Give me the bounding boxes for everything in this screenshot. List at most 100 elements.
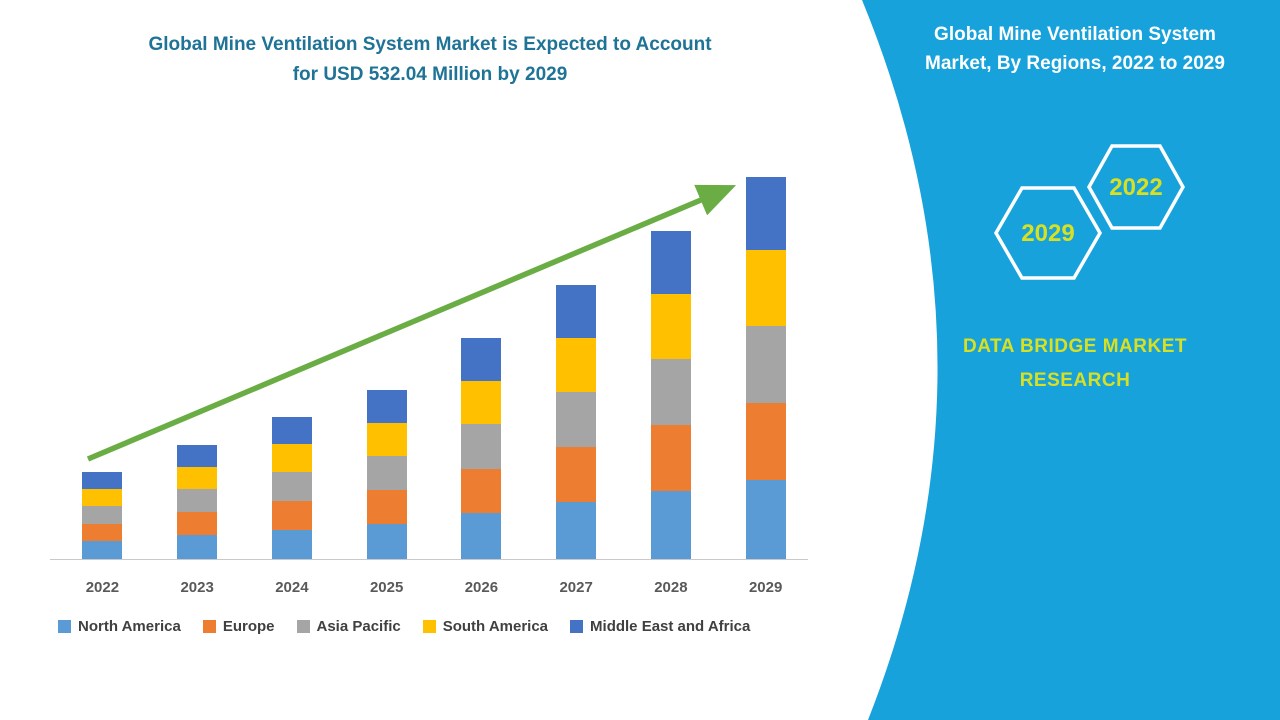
bar-column-2029 <box>718 174 813 559</box>
segment-2026-europe <box>461 468 502 514</box>
legend-item-europe: Europe <box>202 618 275 635</box>
segment-2028-europe <box>650 424 691 491</box>
segment-2024-asia-pacific <box>271 472 312 501</box>
hexagon-2022-label: 2022 <box>1109 174 1162 201</box>
segment-2028-middle-east-and-africa <box>650 230 691 295</box>
segment-2022-middle-east-and-africa <box>82 472 123 489</box>
segment-2027-asia-pacific <box>556 391 597 447</box>
segment-2029-north-america <box>745 480 786 559</box>
legend-label: Middle East and Africa <box>590 618 751 635</box>
segment-2024-europe <box>271 500 312 530</box>
segment-2025-europe <box>366 490 407 524</box>
segment-2023-europe <box>177 512 218 536</box>
brand-line2: RESEARCH <box>1019 370 1131 392</box>
segment-2026-asia-pacific <box>461 424 502 469</box>
legend-swatch <box>202 620 216 633</box>
hexagon-2029-label: 2029 <box>1021 220 1074 247</box>
stacked-bar-chart: 2022 2023 2024 2025 2026 2027 2028 2029 <box>50 152 813 612</box>
stacked-bar-2026 <box>461 337 502 559</box>
segment-2029-asia-pacific <box>745 325 786 404</box>
x-axis-label-2027: 2027 <box>559 579 593 596</box>
legend-label: South America <box>442 618 549 635</box>
bar-column-2027 <box>529 174 624 559</box>
bar-column-2026 <box>434 174 529 559</box>
legend-swatch <box>422 620 436 633</box>
bar-column-2023 <box>150 174 245 559</box>
legend-swatch <box>296 620 310 633</box>
segment-2026-south-america <box>461 380 502 425</box>
blue-panel-path <box>862 0 1280 720</box>
x-axis-label-2022: 2022 <box>85 579 120 596</box>
brand-line1: DATA BRIDGE MARKET <box>963 336 1187 357</box>
legend-swatch <box>58 620 71 633</box>
segment-2024-north-america <box>271 529 312 559</box>
x-axis-label-2023: 2023 <box>180 579 214 596</box>
segment-2028-north-america <box>650 490 691 559</box>
stacked-bar-2022 <box>82 472 123 559</box>
bars-row <box>55 174 813 559</box>
hexagon-2022-outline <box>1086 144 1186 230</box>
x-axis-line <box>50 559 808 560</box>
segment-2025-south-america <box>366 422 407 456</box>
segment-2022-south-america <box>82 488 123 506</box>
chart-title-line2: for USD 532.04 Million by 2029 <box>292 64 568 86</box>
segment-2024-south-america <box>271 444 312 473</box>
legend-item-middle-east-and-africa: Middle East and Africa <box>570 618 750 635</box>
segment-2022-north-america <box>82 541 123 559</box>
bar-column-2028 <box>624 174 719 559</box>
segment-2025-asia-pacific <box>366 455 407 491</box>
segment-2028-asia-pacific <box>650 358 691 425</box>
year-hexagons: 2029 2022 <box>993 144 1186 280</box>
legend-label: Asia Pacific <box>316 618 401 635</box>
x-axis-labels: 2022 2023 2024 2025 2026 2027 2028 2029 <box>55 579 813 596</box>
x-axis-label-2029: 2029 <box>748 579 783 596</box>
segment-2023-south-america <box>177 467 218 490</box>
bar-column-2025 <box>339 174 434 559</box>
hexagon-2029-outline <box>993 186 1103 280</box>
segment-2025-north-america <box>366 523 407 559</box>
legend-swatch <box>570 620 584 633</box>
stacked-bar-2023 <box>177 444 218 559</box>
chart-title-line1: Global Mine Ventilation System Market is… <box>148 34 712 55</box>
segment-2027-south-america <box>556 337 597 392</box>
stacked-bar-2029 <box>745 177 786 559</box>
segment-2026-middle-east-and-africa <box>461 337 502 381</box>
segment-2029-europe <box>745 403 786 481</box>
x-axis-label-2025: 2025 <box>369 579 404 596</box>
right-panel-title-line1: Global Mine Ventilation System <box>934 24 1216 45</box>
right-panel-title-line2: Market, By Regions, 2022 to 2029 <box>925 53 1225 75</box>
segment-2028-south-america <box>650 294 691 359</box>
legend-label: Europe <box>222 618 275 635</box>
segment-2023-middle-east-and-africa <box>177 444 218 468</box>
x-axis-label-2028: 2028 <box>654 579 688 596</box>
brand-text: DATA BRIDGE MARKET RESEARCH <box>885 330 1265 398</box>
stacked-bar-2028 <box>650 230 691 559</box>
segment-2027-europe <box>556 447 597 503</box>
legend-item-south-america: South America <box>422 618 549 635</box>
legend-item-north-america: North America <box>58 618 181 635</box>
segment-2022-europe <box>82 523 123 542</box>
stacked-bar-2025 <box>366 390 407 559</box>
right-panel-title: Global Mine Ventilation System Market, B… <box>885 20 1265 79</box>
segment-2029-south-america <box>745 250 786 326</box>
stacked-bar-2027 <box>556 284 597 559</box>
segment-2023-asia-pacific <box>177 489 218 513</box>
x-axis-label-2026: 2026 <box>464 579 499 596</box>
chart-legend: North America Europe Asia Pacific South Ame… <box>58 618 750 635</box>
bar-column-2022 <box>55 174 150 559</box>
segment-2027-middle-east-and-africa <box>556 284 597 338</box>
segment-2023-north-america <box>177 535 218 559</box>
x-axis-label-2024: 2024 <box>275 579 309 596</box>
segment-2027-north-america <box>556 502 597 559</box>
chart-title: Global Mine Ventilation System Market is… <box>40 30 820 91</box>
segment-2024-middle-east-and-africa <box>271 416 312 445</box>
bar-column-2024 <box>245 174 340 559</box>
legend-item-asia-pacific: Asia Pacific <box>296 618 401 635</box>
segment-2022-asia-pacific <box>82 505 123 524</box>
segment-2026-north-america <box>461 513 502 559</box>
legend-label: North America <box>78 618 181 635</box>
stacked-bar-2024 <box>271 416 312 559</box>
segment-2029-middle-east-and-africa <box>745 177 786 251</box>
